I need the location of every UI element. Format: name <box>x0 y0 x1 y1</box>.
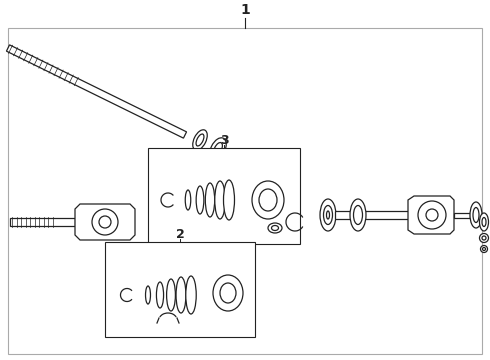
Ellipse shape <box>186 276 196 314</box>
Polygon shape <box>10 218 75 226</box>
Polygon shape <box>454 212 470 217</box>
Ellipse shape <box>480 213 489 231</box>
Ellipse shape <box>210 138 226 160</box>
Ellipse shape <box>323 206 333 225</box>
Ellipse shape <box>213 275 243 311</box>
Ellipse shape <box>196 134 204 146</box>
Text: 1: 1 <box>240 3 250 17</box>
Polygon shape <box>6 45 187 138</box>
Ellipse shape <box>215 181 225 219</box>
Text: 2: 2 <box>175 228 184 240</box>
Ellipse shape <box>353 206 363 225</box>
Ellipse shape <box>167 279 175 311</box>
Ellipse shape <box>205 183 215 217</box>
Ellipse shape <box>271 225 278 230</box>
Ellipse shape <box>252 181 284 219</box>
Ellipse shape <box>326 211 329 219</box>
Ellipse shape <box>146 286 150 304</box>
Ellipse shape <box>259 189 277 211</box>
Polygon shape <box>75 204 135 240</box>
Ellipse shape <box>483 248 486 251</box>
Ellipse shape <box>214 143 222 156</box>
Ellipse shape <box>481 246 488 252</box>
Ellipse shape <box>470 202 482 228</box>
Ellipse shape <box>220 283 236 303</box>
Ellipse shape <box>480 234 489 243</box>
Circle shape <box>426 209 438 221</box>
Ellipse shape <box>482 217 486 226</box>
Bar <box>148 148 300 244</box>
Ellipse shape <box>473 207 479 222</box>
Ellipse shape <box>320 199 336 231</box>
Ellipse shape <box>193 130 207 150</box>
Circle shape <box>418 201 446 229</box>
Bar <box>105 242 255 337</box>
Ellipse shape <box>350 199 366 231</box>
Circle shape <box>92 209 118 235</box>
Ellipse shape <box>482 236 486 240</box>
Polygon shape <box>408 196 454 234</box>
Ellipse shape <box>185 190 191 210</box>
Polygon shape <box>335 211 410 219</box>
Ellipse shape <box>268 223 282 233</box>
Ellipse shape <box>176 277 186 313</box>
Text: 3: 3 <box>220 134 228 147</box>
Ellipse shape <box>156 282 164 308</box>
Ellipse shape <box>223 180 235 220</box>
Circle shape <box>99 216 111 228</box>
Ellipse shape <box>196 186 204 214</box>
